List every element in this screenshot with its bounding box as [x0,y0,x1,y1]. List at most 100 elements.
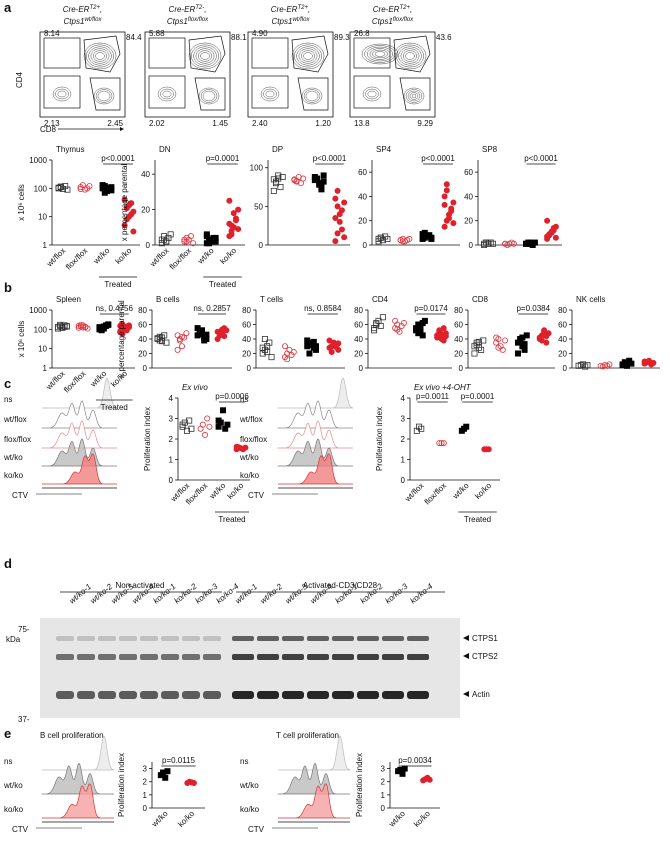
x-tick-label: ko/ko [473,481,493,501]
data-point [521,346,528,353]
data-point [277,184,284,191]
group-label: Treated [209,280,236,289]
axis-label: CTV [248,825,265,834]
data-point [527,239,534,246]
data-point [338,207,345,214]
axis-label: CD8 [40,125,57,134]
y-tick-label: 2 [381,778,386,787]
data-point [179,421,186,428]
contour [260,86,280,102]
y-tick-label: 2 [143,778,148,787]
data-point [514,350,521,357]
data-point [206,238,213,245]
title-sup: wt/flox [292,17,310,23]
band [232,654,254,660]
band [307,636,329,641]
chart-title: Ex vivo [182,383,208,392]
contour [365,88,379,100]
data-point [541,327,548,334]
title-sup: T2+ [297,5,308,11]
data-point [273,178,280,185]
contour [191,44,219,68]
data-point [384,235,391,242]
y-tick-label: 0 [363,241,368,250]
contour [90,48,110,64]
data-point [293,178,300,185]
y-tick-label: 20 [141,206,150,215]
data-point [335,340,342,347]
contour [374,51,386,57]
contour [411,93,417,99]
contour [409,92,419,100]
y-axis-label: x 10⁶ cells [17,321,26,358]
y-tick-label: 40 [558,335,567,344]
data-point [119,330,126,337]
y-tick-label: 100 [34,325,48,334]
y-axis-label: x percentage parental [120,164,129,242]
data-point [59,324,66,331]
x-tick-label: wt/ko [149,809,170,830]
band [98,636,116,641]
contour [361,43,399,65]
histogram-trace [278,453,353,485]
lane-label: wt/ko-1 [68,582,94,605]
panel-letter: b [4,280,12,295]
data-point [232,217,239,224]
lane-label: ko/ko-3 [384,581,410,605]
contour [303,52,313,60]
y-tick-label: 3 [143,765,148,774]
data-point [320,178,327,185]
data-point [441,193,448,200]
data-point [117,322,124,329]
title-sup: flox/flox [393,17,414,23]
lane-label: ko/ko-3 [194,581,220,605]
title-sup: T2- [195,5,204,11]
data-point [77,185,84,192]
data-point [332,195,339,202]
data-point [334,203,341,210]
x-tick-label: wt/ko [91,246,112,267]
contour [403,87,425,105]
significance-label: p=0.0034 [398,756,432,765]
data-point [242,444,249,451]
arrow-head [120,127,124,131]
quadrant-value: 2.45 [107,119,123,128]
histogram-label: wt/ko [239,781,259,790]
data-point [188,425,195,432]
contour [367,90,377,98]
gate [43,37,81,69]
x-tick-label: flox/flox [423,481,449,507]
contour [198,87,220,105]
data-point [158,240,165,247]
title-tail: , [308,5,310,14]
band [407,654,429,660]
chart-title: T cells [260,295,283,304]
quadrant-value: 1.20 [315,119,331,128]
band [77,654,95,660]
band [282,636,304,641]
contour [396,44,424,68]
data-point [428,235,435,242]
significance-label: p<0.0001 [101,154,135,163]
group-label: Treated [218,515,245,524]
y-tick-label: 1000 [29,156,47,165]
band [203,654,221,660]
contour [86,44,114,68]
data-point [219,407,226,414]
band [77,636,95,641]
contour [301,87,323,105]
title-base: Ctps1 [167,17,188,26]
band [332,691,354,699]
contour [88,46,112,66]
band-arrow [463,635,469,641]
histogram-label: wt/ko [3,453,23,462]
blot-membrane [40,618,460,718]
flow-frame [349,31,436,118]
band [407,636,429,641]
data-point [580,361,587,368]
contour [83,42,117,70]
data-point [443,187,450,194]
data-point [334,187,341,194]
flow-frame [247,31,334,118]
data-point [519,334,526,341]
